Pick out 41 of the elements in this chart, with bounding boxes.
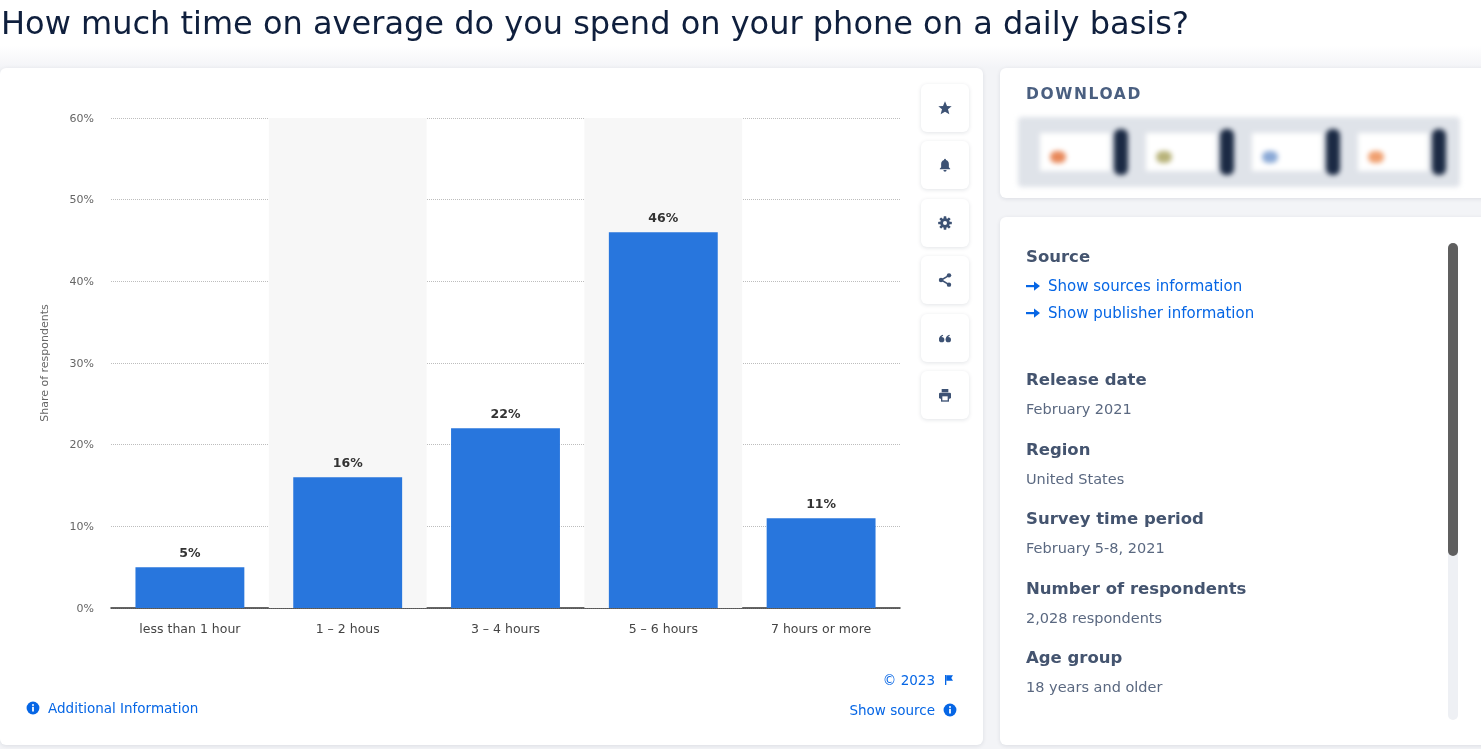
bar <box>451 428 560 608</box>
text: Age group <box>1026 647 1123 669</box>
bar <box>293 477 403 608</box>
text: February 5-8, 2021 <box>1026 539 1165 558</box>
y-tick-label: 0% <box>76 601 94 615</box>
data-label: 46% <box>648 210 679 226</box>
x-tick-label: 1 – 2 hous <box>315 621 380 636</box>
bar <box>135 567 245 608</box>
x-tick-label: 7 hours or more <box>771 621 872 636</box>
text: 18 years and older <box>1026 678 1163 697</box>
text: Source <box>1026 246 1091 268</box>
text: February 2021 <box>1026 400 1132 419</box>
bar <box>608 232 718 608</box>
text: DOWNLOAD <box>1026 84 1142 104</box>
y-axis-title: Share of respondents <box>38 303 51 422</box>
text: United States <box>1026 469 1125 489</box>
data-label: 5% <box>179 545 201 561</box>
chart-title: How much time on average do you spend on your phone on a daily basis? <box>1 3 1189 44</box>
text: Number of respondents <box>1026 577 1247 600</box>
data-label: 22% <box>490 406 521 422</box>
text: Show publisher information <box>1048 303 1255 324</box>
text: Show source <box>849 701 935 719</box>
data-label: 16% <box>332 455 364 471</box>
y-tick-label: 60% <box>69 111 94 125</box>
text: Additional Information <box>48 699 199 717</box>
text: Release date <box>1026 369 1147 391</box>
text: Region <box>1026 438 1091 461</box>
y-tick-label: 40% <box>69 274 94 288</box>
x-tick-label: less than 1 hour <box>139 621 242 636</box>
text: Show sources information <box>1048 276 1243 297</box>
text: © 2023 <box>882 671 935 689</box>
y-tick-label: 10% <box>69 519 94 533</box>
y-tick-label: 30% <box>69 356 94 370</box>
text: 2,028 respondents <box>1026 608 1163 628</box>
x-tick-label: 3 – 4 hours <box>470 621 541 636</box>
bar <box>766 518 876 608</box>
y-tick-label: 20% <box>69 438 94 452</box>
text: Survey time period <box>1026 508 1204 530</box>
y-tick-label: 50% <box>69 193 94 207</box>
x-tick-label: 5 – 6 hours <box>628 621 698 636</box>
data-label: 11% <box>806 496 837 512</box>
